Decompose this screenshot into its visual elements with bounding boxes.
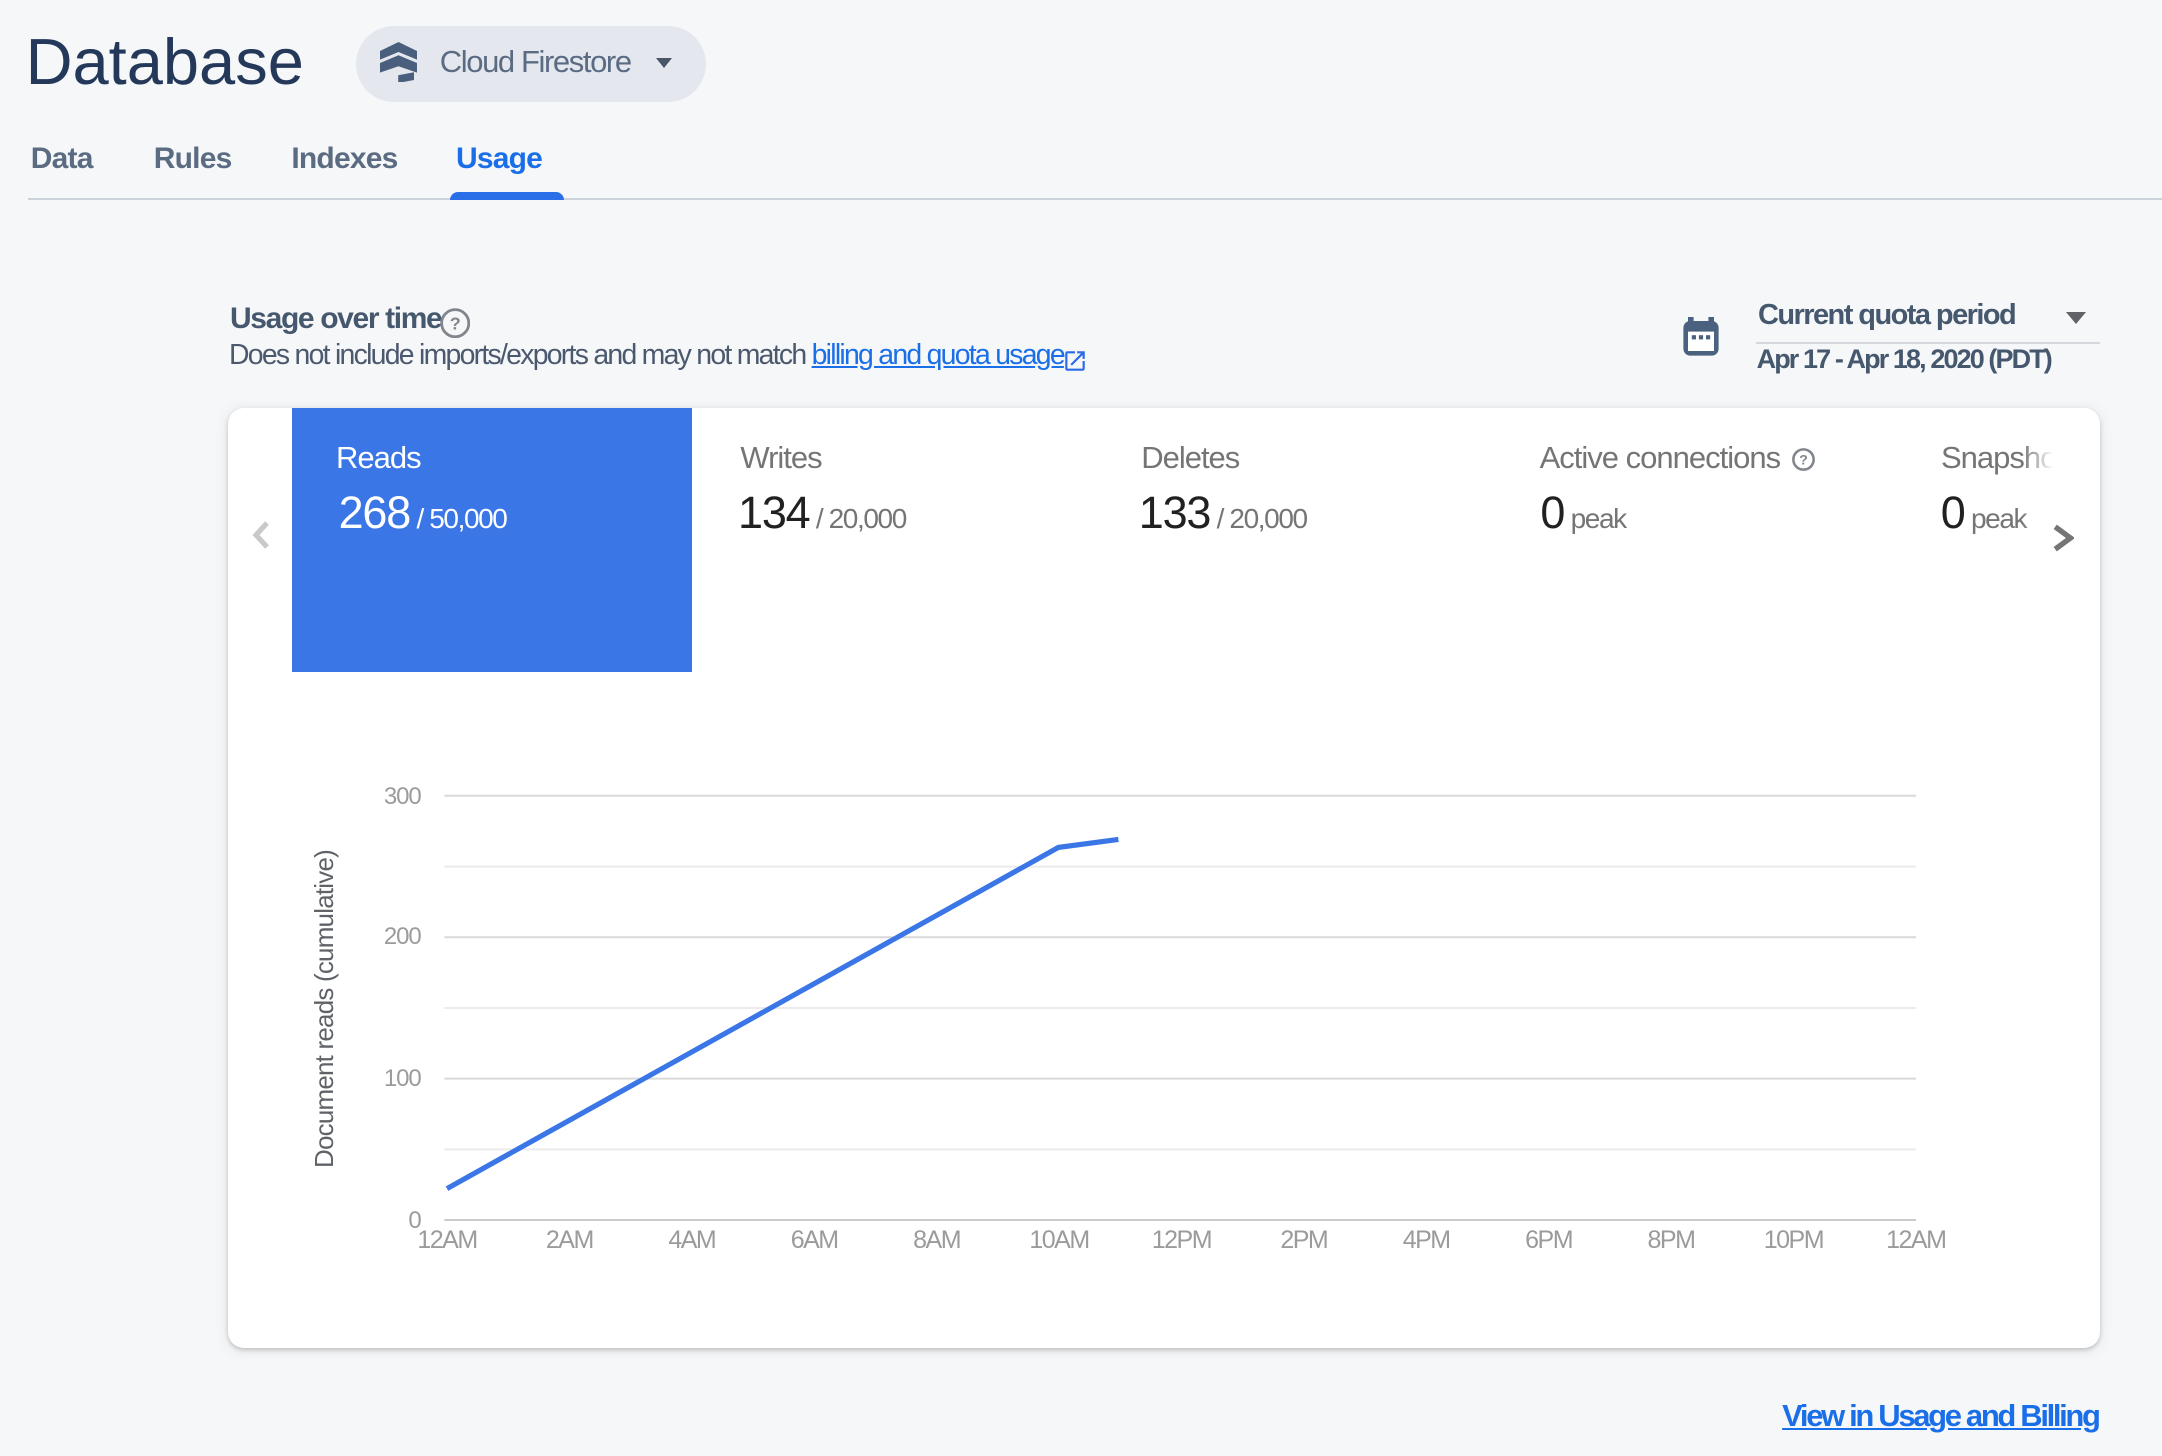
svg-text:?: ? <box>1800 452 1809 468</box>
svg-text:?: ? <box>450 313 461 333</box>
